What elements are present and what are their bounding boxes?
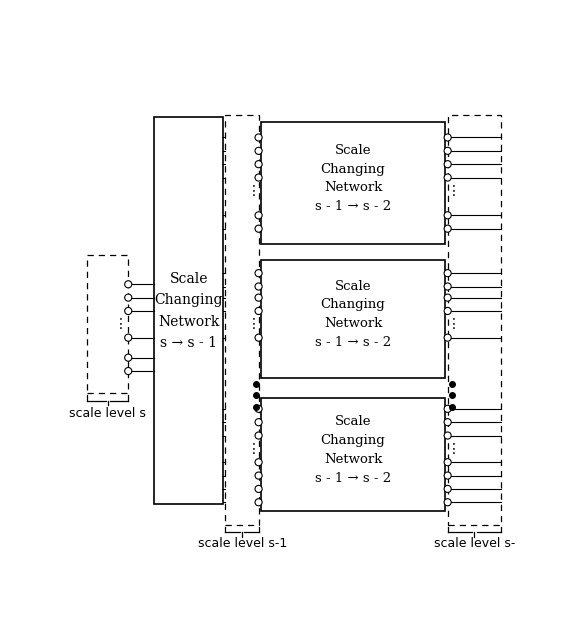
Circle shape: [255, 160, 262, 168]
Circle shape: [444, 294, 451, 301]
Circle shape: [255, 334, 262, 341]
Circle shape: [125, 294, 132, 301]
Circle shape: [444, 432, 451, 439]
Circle shape: [255, 134, 262, 141]
Circle shape: [125, 334, 132, 341]
Circle shape: [255, 147, 262, 154]
Circle shape: [255, 225, 262, 232]
Circle shape: [255, 174, 262, 181]
Circle shape: [125, 354, 132, 361]
Text: Changing: Changing: [321, 434, 386, 447]
Text: Network: Network: [324, 317, 382, 330]
Bar: [261, 260, 445, 377]
Text: Changing: Changing: [154, 293, 223, 308]
Text: ⋮: ⋮: [447, 317, 460, 331]
Circle shape: [444, 405, 451, 413]
Circle shape: [444, 225, 451, 232]
Circle shape: [444, 499, 451, 506]
Circle shape: [444, 472, 451, 479]
Circle shape: [444, 212, 451, 219]
Text: Network: Network: [158, 314, 219, 328]
Circle shape: [125, 281, 132, 288]
Bar: [225, 115, 258, 525]
Circle shape: [444, 308, 451, 314]
Bar: [261, 398, 445, 511]
Text: s - 1 → s - 2: s - 1 → s - 2: [315, 200, 391, 213]
Circle shape: [255, 499, 262, 506]
Text: ⋮: ⋮: [247, 184, 261, 198]
Bar: [87, 255, 128, 393]
Text: ⋮: ⋮: [247, 442, 261, 456]
Circle shape: [255, 419, 262, 426]
Text: Scale: Scale: [169, 272, 208, 286]
Text: Scale: Scale: [335, 144, 371, 157]
Circle shape: [255, 308, 262, 314]
Circle shape: [444, 160, 451, 168]
Circle shape: [255, 212, 262, 219]
Circle shape: [444, 270, 451, 277]
Circle shape: [444, 283, 451, 290]
Text: ⋮: ⋮: [247, 317, 261, 331]
Text: ⋮: ⋮: [447, 184, 460, 198]
Text: Network: Network: [324, 453, 382, 466]
Text: Scale: Scale: [335, 416, 371, 428]
Bar: [154, 118, 223, 504]
Text: ⋮: ⋮: [113, 317, 127, 331]
Circle shape: [444, 134, 451, 141]
Text: scale level s-: scale level s-: [433, 537, 515, 550]
Text: scale level s-1: scale level s-1: [197, 537, 287, 550]
Text: Network: Network: [324, 182, 382, 194]
Text: ⋮: ⋮: [447, 442, 460, 456]
Text: s → s - 1: s → s - 1: [160, 336, 217, 350]
Circle shape: [255, 283, 262, 290]
Circle shape: [125, 308, 132, 314]
Circle shape: [444, 459, 451, 466]
Bar: [448, 115, 501, 525]
Bar: [261, 122, 445, 244]
Circle shape: [255, 294, 262, 301]
Circle shape: [255, 270, 262, 277]
Text: scale level s: scale level s: [69, 406, 146, 420]
Circle shape: [444, 147, 451, 154]
Text: Scale: Scale: [335, 280, 371, 292]
Circle shape: [255, 405, 262, 413]
Circle shape: [255, 459, 262, 466]
Circle shape: [444, 334, 451, 341]
Circle shape: [255, 486, 262, 493]
Circle shape: [255, 472, 262, 479]
Text: s - 1 → s - 2: s - 1 → s - 2: [315, 336, 391, 349]
Text: Changing: Changing: [321, 299, 386, 311]
Circle shape: [255, 432, 262, 439]
Circle shape: [125, 367, 132, 375]
Text: s - 1 → s - 2: s - 1 → s - 2: [315, 472, 391, 484]
Circle shape: [444, 419, 451, 426]
Circle shape: [444, 486, 451, 493]
Circle shape: [444, 174, 451, 181]
Text: Changing: Changing: [321, 163, 386, 175]
